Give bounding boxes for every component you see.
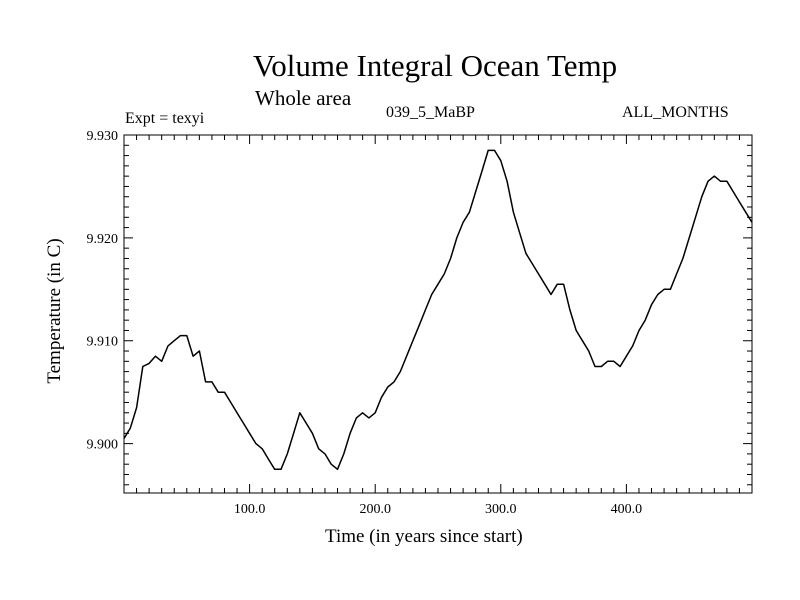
chart-title: Volume Integral Ocean Temp [252, 48, 618, 83]
y-tick-label: 9.930 [87, 129, 119, 144]
chart-subtitle: Whole area [255, 86, 352, 110]
axis-tick-labels: 100.0 200.0 300.0 400.0 9.900 9.910 9.920 9.930 [87, 129, 643, 517]
x-tick-label: 300.0 [485, 502, 517, 517]
x-tick-label: 100.0 [234, 502, 266, 517]
run-label: 039_5_MaBP [386, 104, 475, 121]
y-tick-label: 9.920 [87, 232, 119, 247]
months-label: ALL_MONTHS [622, 104, 729, 121]
axis-ticks [124, 134, 752, 493]
x-axis-label: Time (in years since start) [325, 526, 523, 547]
y-tick-label: 9.910 [87, 335, 119, 350]
x-tick-label: 400.0 [611, 502, 643, 517]
experiment-label: Expt = texyi [125, 110, 205, 127]
x-tick-label: 200.0 [359, 502, 391, 517]
plot-frame [123, 134, 753, 494]
series-line [123, 149, 753, 471]
y-tick-label: 9.900 [87, 438, 119, 453]
